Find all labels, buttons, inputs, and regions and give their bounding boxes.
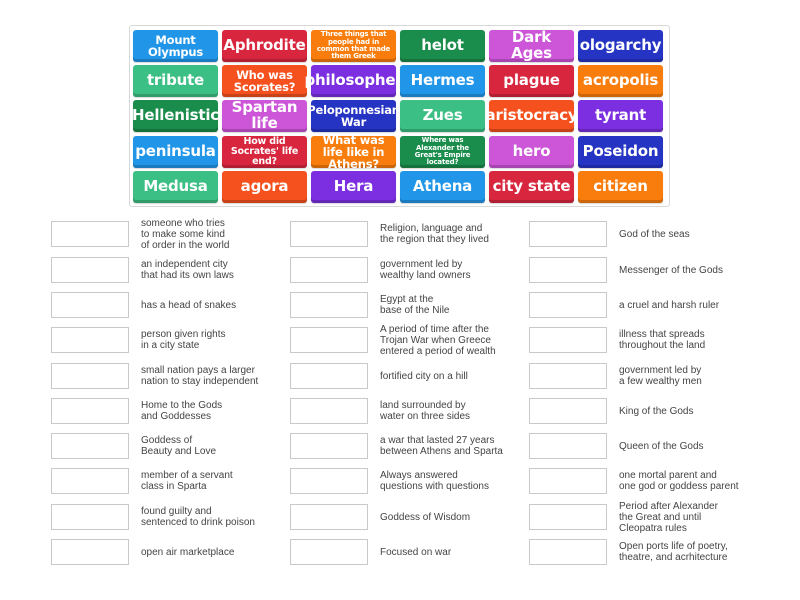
definition-text: Religion, language and the region that t… [380,223,489,245]
definition-text: King of the Gods [619,405,694,417]
definition-text: Egypt at the base of the Nile [380,294,450,316]
definition-text: found guilty and sentenced to drink pois… [141,506,255,528]
definition-text: open air marketplace [141,546,235,558]
definition-text: government led by a few wealthy men [619,365,702,387]
definition-text: Messenger of the Gods [619,264,723,276]
drop-slot[interactable] [290,257,368,283]
definition-text: God of the seas [619,228,690,240]
answer-tile[interactable]: How did Socrates' life end? [222,136,307,168]
answer-tile[interactable]: tyrant [578,100,663,132]
drop-slot[interactable] [290,468,368,494]
drop-slot[interactable] [290,539,368,565]
definition-text: Home to the Gods and Goddesses [141,400,223,422]
answer-tile[interactable]: ologarchy [578,30,663,62]
drop-slot[interactable] [529,539,607,565]
drop-slot[interactable] [51,363,129,389]
answer-tile[interactable]: Who was Scorates? [222,65,307,97]
answer-tile[interactable]: helot [400,30,485,62]
drop-slot[interactable] [529,398,607,424]
definition-text: Queen of the Gods [619,440,704,452]
answer-tile[interactable]: Hera [311,171,396,203]
drop-slot[interactable] [529,221,607,247]
definition-text: government led by wealthy land owners [380,259,471,281]
definition-text: person given rights in a city state [141,329,226,351]
answer-tile[interactable]: philosopher [304,65,403,97]
answer-tile[interactable]: Dark Ages [489,29,574,62]
definition-text: one mortal parent and one god or goddess… [619,470,739,492]
drop-slot[interactable] [51,292,129,318]
answer-tile[interactable]: Spartan life [222,99,307,132]
drop-slot[interactable] [51,433,129,459]
answer-tile[interactable]: tribute [133,65,218,97]
definition-text: has a head of snakes [141,299,237,311]
definition-text: Open ports life of poetry, theatre, and … [619,541,728,563]
drop-slot[interactable] [529,327,607,353]
answer-tile[interactable]: Athena [400,171,485,203]
drop-slot[interactable] [290,292,368,318]
drop-slot[interactable] [290,327,368,353]
answer-tile[interactable]: hero [489,136,574,168]
drop-slot[interactable] [529,292,607,318]
answer-tile[interactable]: aristocracy [486,100,578,132]
drop-slot[interactable] [51,257,129,283]
answer-tile[interactable]: Hellenistic [132,100,219,132]
drop-slot[interactable] [290,363,368,389]
answer-tile[interactable]: What was life like in Athens? [311,134,396,170]
drop-slot[interactable] [51,398,129,424]
definition-text: fortified city on a hill [380,370,468,382]
definition-text: illness that spreads throughout the land [619,329,706,351]
definition-text: someone who tries to make some kind of o… [141,217,230,251]
answer-tile[interactable]: Three things that people had in common t… [311,30,396,62]
definition-text: Period after Alexander the Great and unt… [619,500,718,534]
definition-text: land surrounded by water on three sides [380,400,471,422]
answer-tile[interactable]: acropolis [578,65,663,97]
answer-tile[interactable]: Aphrodite [222,30,307,62]
drop-slot[interactable] [51,221,129,247]
answer-tile[interactable]: peninsula [133,136,218,168]
answer-tile[interactable]: city state [489,171,574,203]
definition-text: Focused on war [380,546,452,558]
answer-tile[interactable]: Where was Alexander the Great's Empire l… [400,136,485,168]
drop-slot[interactable] [51,468,129,494]
answer-tile[interactable]: agora [222,171,307,203]
definition-text: Goddess of Wisdom [380,511,471,523]
definition-text: an independent city that had its own law… [141,259,234,281]
definition-text: Always answered questions with questions [380,470,489,492]
drop-slot[interactable] [51,539,129,565]
drop-slot[interactable] [51,327,129,353]
drop-slot[interactable] [529,504,607,530]
answer-tile[interactable]: Zues [400,100,485,132]
drop-slot[interactable] [290,221,368,247]
answer-tile[interactable]: citizen [578,171,663,203]
drop-slot[interactable] [529,363,607,389]
drop-slot[interactable] [529,433,607,459]
drop-slot[interactable] [51,504,129,530]
answer-tile[interactable]: Medusa [133,171,218,203]
drop-slot[interactable] [290,504,368,530]
definition-text: member of a servant class in Sparta [141,470,233,492]
definition-text: small nation pays a larger nation to sta… [141,365,259,387]
answer-tile[interactable]: Hermes [400,65,485,97]
drop-slot[interactable] [290,398,368,424]
drop-slot[interactable] [529,257,607,283]
drop-slot[interactable] [529,468,607,494]
answer-tile[interactable]: Poseidon [578,136,663,168]
definition-text: a war that lasted 27 years between Athen… [380,435,503,457]
answer-tile[interactable]: plague [489,65,574,97]
drop-slot[interactable] [290,433,368,459]
definition-text: a cruel and harsh ruler [619,299,720,311]
answer-tile[interactable]: Peloponnesian War [307,100,400,132]
definition-text: A period of time after the Trojan War wh… [380,323,496,357]
answer-tile[interactable]: Mount Olympus [133,30,218,62]
definition-text: Goddess of Beauty and Love [141,435,217,457]
